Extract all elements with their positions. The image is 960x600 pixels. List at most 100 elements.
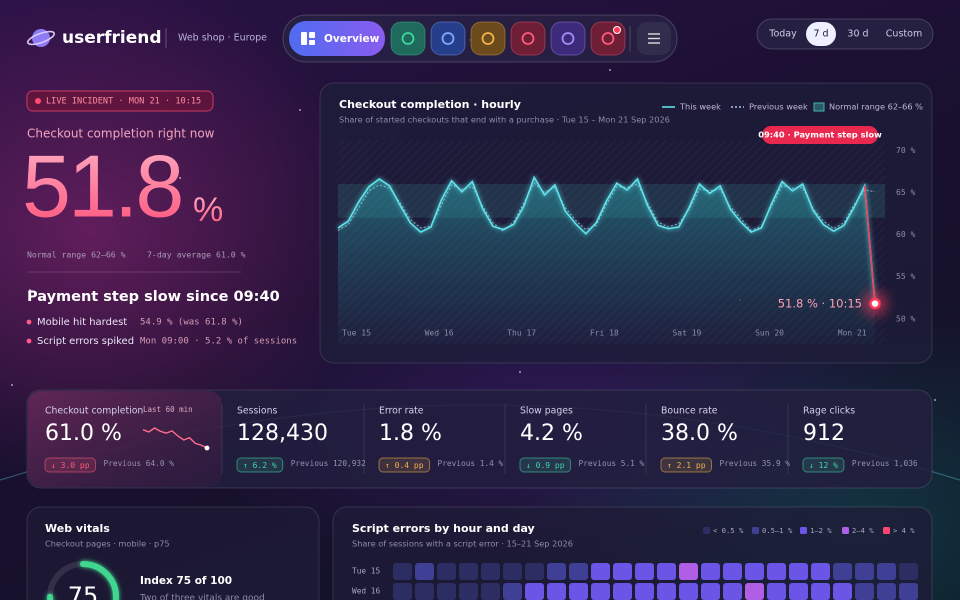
bullet-label: Script errors spiked bbox=[37, 336, 134, 347]
kpi-label: Sessions bbox=[237, 406, 277, 417]
nav-button[interactable] bbox=[510, 21, 546, 56]
nav-icon bbox=[309, 32, 315, 38]
kpi-delta: ↓ 3.0 pp bbox=[51, 461, 90, 470]
line-this-week bbox=[337, 175, 876, 304]
bullet-label: Mobile hit hardest bbox=[37, 317, 127, 328]
kpi-strip bbox=[26, 389, 933, 489]
kpi-value: 1.8 % bbox=[379, 421, 442, 446]
heat-cell bbox=[481, 583, 500, 600]
nav-glyph bbox=[561, 32, 575, 45]
heat-cell bbox=[591, 583, 610, 600]
heat-cell bbox=[613, 563, 632, 580]
legend-swatch bbox=[842, 527, 849, 534]
bullet bbox=[26, 319, 32, 325]
gauge-arc bbox=[47, 561, 119, 600]
nav-button[interactable] bbox=[470, 21, 506, 56]
heat-cell bbox=[415, 563, 434, 580]
card-title: Web vitals bbox=[45, 522, 110, 535]
kpi-label: Checkout completion bbox=[45, 406, 143, 417]
legend-label: 1–2 % bbox=[810, 526, 832, 535]
nav-glyph bbox=[441, 32, 455, 45]
nav-button[interactable] bbox=[430, 21, 466, 56]
star bbox=[29, 289, 31, 291]
heat-cell bbox=[437, 563, 456, 580]
nav-icon bbox=[309, 40, 315, 45]
nav-button[interactable] bbox=[590, 21, 626, 56]
big-unit: % bbox=[193, 191, 223, 229]
heat-cell bbox=[877, 583, 896, 600]
heat-cell bbox=[569, 583, 588, 600]
heat-cell bbox=[855, 583, 874, 600]
star bbox=[934, 399, 936, 401]
heat-cell bbox=[635, 583, 654, 600]
bullet-detail: Mon 09:00 · 5.2 % of sessions bbox=[140, 337, 297, 347]
kpi-previous: Previous 35.9 % bbox=[720, 459, 791, 468]
heat-cell bbox=[503, 563, 522, 580]
heat-cell bbox=[481, 563, 500, 580]
range-active[interactable] bbox=[806, 22, 836, 46]
heat-cell bbox=[613, 583, 632, 600]
context: Web shop · Europe bbox=[178, 33, 267, 44]
heat-cell bbox=[855, 563, 874, 580]
web-vitals-card bbox=[26, 506, 320, 600]
legend-label: Normal range 62–66 % bbox=[829, 102, 923, 112]
legend-label: > 4 % bbox=[893, 526, 915, 535]
gauge-value: 75 bbox=[68, 582, 99, 600]
heat-cell bbox=[437, 583, 456, 600]
kpi-delta: ↓ 12 % bbox=[809, 461, 838, 470]
range-option: 30 d bbox=[847, 29, 868, 40]
line-previous-week bbox=[337, 182, 876, 232]
live-dot bbox=[35, 98, 41, 104]
current-point bbox=[869, 297, 881, 310]
kpi-delta: ↑ 6.2 % bbox=[243, 461, 277, 470]
heat-cell bbox=[811, 583, 830, 600]
bullet bbox=[26, 338, 32, 344]
chart-title: Checkout completion · hourly bbox=[339, 98, 521, 111]
kpi-value: 61.0 % bbox=[45, 421, 122, 446]
kpi-value: 128,430 bbox=[237, 421, 328, 446]
kpi-delta-pill bbox=[378, 457, 431, 473]
nav-overview[interactable] bbox=[289, 21, 385, 56]
kpi-value: 4.2 % bbox=[520, 421, 583, 446]
heat-cell bbox=[877, 563, 896, 580]
kpi-previous: Previous 1.4 % bbox=[438, 459, 504, 468]
kpi-delta-pill bbox=[660, 457, 713, 473]
heat-cell bbox=[767, 563, 786, 580]
heat-cell bbox=[701, 563, 720, 580]
chart-subtitle: Share of started checkouts that end with… bbox=[339, 115, 670, 125]
star bbox=[11, 384, 13, 386]
legend-swatch bbox=[800, 527, 807, 534]
kpi-delta-pill bbox=[802, 457, 845, 473]
kpi-label: Rage clicks bbox=[803, 406, 855, 417]
heat-cell bbox=[657, 563, 676, 580]
legend-label: < 0.5 % bbox=[713, 526, 744, 535]
area bbox=[338, 177, 875, 344]
kpi-label: Bounce rate bbox=[661, 406, 718, 417]
nav-label: Overview bbox=[324, 33, 380, 45]
kpi-delta: ↑ 0.4 pp bbox=[385, 461, 424, 470]
y-tick-label: 70 % bbox=[896, 146, 915, 155]
heat-cell bbox=[679, 563, 698, 580]
nav-button[interactable] bbox=[390, 21, 426, 56]
legend-label: This week bbox=[679, 102, 721, 112]
star bbox=[519, 371, 521, 373]
heat-cell bbox=[899, 583, 918, 600]
heat-cell bbox=[767, 583, 786, 600]
heat-cell bbox=[745, 583, 764, 600]
nav-button[interactable] bbox=[550, 21, 586, 56]
legend-swatch bbox=[703, 527, 710, 534]
vitals-summary: Two of three vitals are good bbox=[139, 594, 265, 600]
heat-cell bbox=[415, 583, 434, 600]
heat-cell bbox=[591, 563, 610, 580]
incident-badge bbox=[26, 90, 214, 112]
heat-cell bbox=[393, 563, 412, 580]
row-label: Tue 15 bbox=[352, 567, 380, 576]
range-option: Custom bbox=[886, 29, 922, 40]
annotation: 51.8 % · 10:15 bbox=[778, 297, 862, 311]
y-tick-label: 55 % bbox=[896, 272, 915, 281]
heat-cell bbox=[679, 583, 698, 600]
heat-cell bbox=[745, 563, 764, 580]
kpi-delta-pill bbox=[519, 457, 572, 473]
kpi-label: Error rate bbox=[379, 406, 424, 417]
heat-cell bbox=[525, 563, 544, 580]
